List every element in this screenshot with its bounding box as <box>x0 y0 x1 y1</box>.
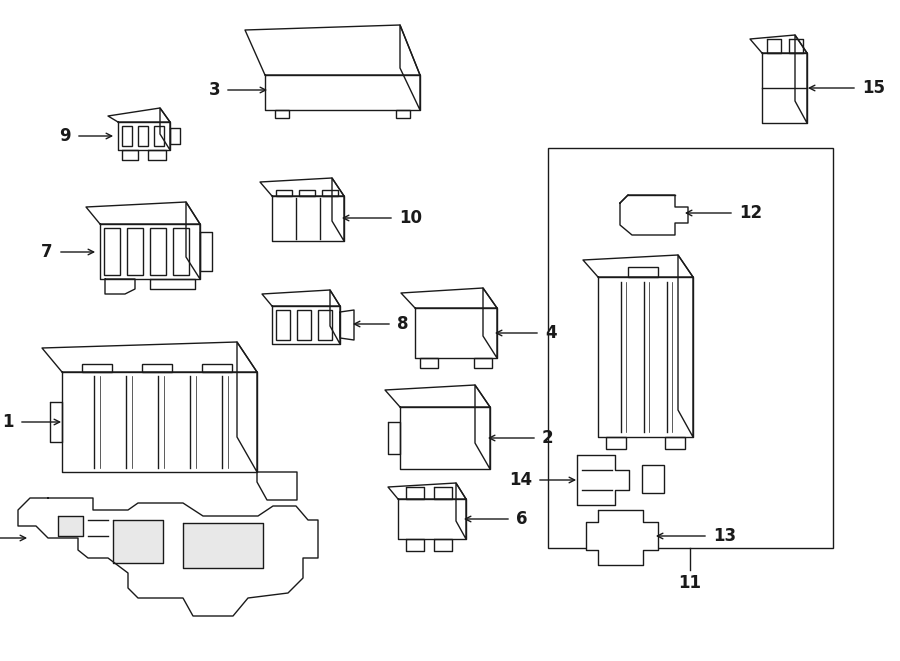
Bar <box>642 465 664 493</box>
Bar <box>299 190 315 196</box>
Polygon shape <box>406 539 424 551</box>
Polygon shape <box>237 342 257 472</box>
Text: 15: 15 <box>862 79 885 97</box>
Polygon shape <box>586 510 658 565</box>
Text: 8: 8 <box>397 315 409 333</box>
Polygon shape <box>620 195 688 235</box>
Polygon shape <box>415 308 497 358</box>
Polygon shape <box>183 523 263 568</box>
Bar <box>276 310 290 340</box>
Bar <box>548 148 833 548</box>
Bar <box>82 364 112 372</box>
Bar <box>322 190 338 196</box>
Polygon shape <box>160 108 170 150</box>
Bar <box>104 228 120 275</box>
Polygon shape <box>434 487 452 499</box>
Polygon shape <box>186 202 200 279</box>
Polygon shape <box>388 422 400 454</box>
Polygon shape <box>388 483 466 499</box>
Bar <box>150 228 166 275</box>
Polygon shape <box>108 108 170 122</box>
Polygon shape <box>789 39 803 53</box>
Polygon shape <box>245 25 420 75</box>
Polygon shape <box>406 487 424 499</box>
Polygon shape <box>100 224 200 279</box>
Polygon shape <box>330 290 340 344</box>
Polygon shape <box>113 520 163 563</box>
Polygon shape <box>118 122 170 150</box>
Text: 11: 11 <box>679 574 701 592</box>
Bar <box>142 364 172 372</box>
Bar <box>173 228 189 275</box>
Text: 7: 7 <box>41 243 53 261</box>
Polygon shape <box>434 539 452 551</box>
Text: 2: 2 <box>542 429 554 447</box>
Bar <box>396 110 410 118</box>
Polygon shape <box>767 39 781 53</box>
Polygon shape <box>385 385 490 407</box>
Polygon shape <box>332 178 344 241</box>
Text: 14: 14 <box>508 471 532 489</box>
Polygon shape <box>340 310 354 340</box>
Polygon shape <box>795 35 807 123</box>
Bar <box>202 364 232 372</box>
Text: 3: 3 <box>209 81 220 99</box>
Text: 4: 4 <box>545 324 556 342</box>
Text: 10: 10 <box>399 209 422 227</box>
Polygon shape <box>200 232 212 271</box>
Polygon shape <box>475 385 490 469</box>
Polygon shape <box>50 402 62 442</box>
Polygon shape <box>762 53 807 123</box>
Polygon shape <box>583 255 693 277</box>
Polygon shape <box>678 255 693 437</box>
Polygon shape <box>122 150 138 160</box>
Polygon shape <box>18 498 318 616</box>
Bar <box>420 358 438 368</box>
Bar <box>275 110 289 118</box>
Polygon shape <box>62 372 257 472</box>
Text: 6: 6 <box>516 510 527 528</box>
Bar <box>154 126 164 146</box>
Polygon shape <box>265 75 420 110</box>
Polygon shape <box>42 342 257 372</box>
Polygon shape <box>260 178 344 196</box>
Bar <box>606 437 626 449</box>
Polygon shape <box>105 279 135 294</box>
Polygon shape <box>58 516 83 536</box>
Polygon shape <box>150 279 195 289</box>
Bar <box>474 358 492 368</box>
Polygon shape <box>401 288 497 308</box>
Text: 13: 13 <box>713 527 736 545</box>
Polygon shape <box>750 35 807 53</box>
Polygon shape <box>257 472 297 500</box>
Polygon shape <box>400 25 420 110</box>
Bar <box>628 267 658 277</box>
Polygon shape <box>483 288 497 358</box>
Bar <box>127 228 143 275</box>
Bar <box>665 437 685 449</box>
Text: 9: 9 <box>59 127 71 145</box>
Polygon shape <box>262 290 340 306</box>
Polygon shape <box>577 455 629 505</box>
Bar <box>297 310 311 340</box>
Polygon shape <box>398 499 466 539</box>
Polygon shape <box>272 196 344 241</box>
Polygon shape <box>148 150 166 160</box>
Bar <box>276 190 292 196</box>
Polygon shape <box>170 128 180 144</box>
Text: 12: 12 <box>739 204 762 222</box>
Polygon shape <box>400 407 490 469</box>
Polygon shape <box>272 306 340 344</box>
Bar <box>122 126 132 146</box>
Polygon shape <box>456 483 466 539</box>
Polygon shape <box>86 202 200 224</box>
Bar <box>318 310 332 340</box>
Polygon shape <box>598 277 693 437</box>
Bar <box>138 126 148 146</box>
Text: 1: 1 <box>3 413 14 431</box>
